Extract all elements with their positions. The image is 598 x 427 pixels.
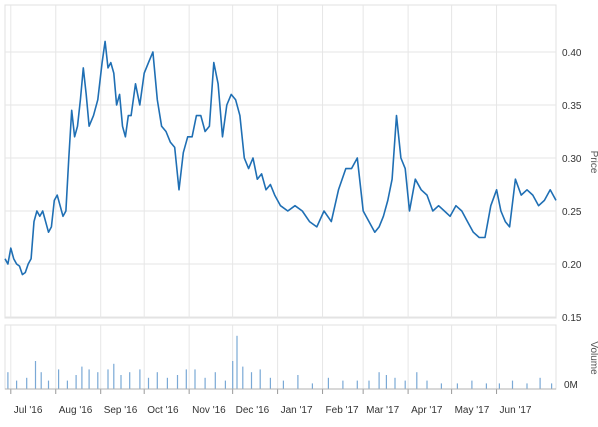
price-axis-title: Price bbox=[588, 151, 598, 174]
volume-bar bbox=[88, 369, 90, 389]
volume-bar bbox=[327, 377, 329, 389]
x-tick-label: Oct '16 bbox=[147, 405, 179, 416]
price-y-tick-label: 0.40 bbox=[562, 48, 582, 59]
volume-bar bbox=[113, 363, 115, 389]
price-y-tick-label: 0.35 bbox=[562, 101, 582, 112]
volume-bar bbox=[297, 375, 299, 389]
price-plot-frame bbox=[4, 4, 557, 319]
volume-bar bbox=[282, 380, 284, 389]
volume-bars bbox=[7, 335, 553, 389]
volume-bar bbox=[194, 369, 196, 389]
volume-bar bbox=[147, 377, 150, 389]
volume-bar bbox=[139, 369, 141, 389]
volume-plot-frame bbox=[4, 324, 557, 390]
volume-bar bbox=[34, 361, 37, 389]
volume-bar bbox=[511, 380, 514, 389]
volume-bar bbox=[236, 335, 238, 389]
volume-bar bbox=[356, 380, 358, 389]
x-tick-label: Sep '16 bbox=[104, 405, 138, 416]
price-y-tick-label: 0.20 bbox=[562, 260, 582, 271]
volume-bar bbox=[378, 372, 380, 389]
volume-bar bbox=[394, 377, 396, 389]
x-tick-label: Aug '16 bbox=[59, 405, 93, 416]
volume-y-tick-label: 0M bbox=[564, 380, 578, 391]
volume-bar bbox=[269, 377, 271, 389]
volume-bar bbox=[156, 372, 158, 389]
price-y-tick-label: 0.25 bbox=[562, 207, 582, 218]
price-y-tick-labels: 0.15 0.20 0.25 0.30 0.35 0.40 bbox=[562, 48, 582, 324]
volume-bar bbox=[97, 372, 99, 389]
volume-bar bbox=[526, 383, 528, 389]
volume-bar bbox=[426, 380, 428, 389]
volume-bar bbox=[232, 361, 234, 389]
volume-bar bbox=[224, 380, 226, 389]
x-tick-label: Jun '17 bbox=[500, 405, 532, 416]
x-tick-label: Mar '17 bbox=[366, 405, 399, 416]
volume-bar bbox=[107, 369, 109, 389]
volume-bar bbox=[66, 380, 68, 389]
volume-panel: 0M Volume bbox=[4, 324, 598, 391]
volume-bar bbox=[166, 377, 168, 389]
volume-bar bbox=[498, 383, 500, 389]
volume-bar bbox=[485, 383, 487, 389]
x-tick-label: Nov '16 bbox=[192, 405, 226, 416]
volume-bar bbox=[311, 383, 313, 389]
volume-bar bbox=[242, 366, 244, 389]
volume-bar bbox=[75, 375, 77, 389]
volume-bar bbox=[26, 377, 28, 389]
x-tick-label: Jul '16 bbox=[14, 405, 43, 416]
volume-bar bbox=[368, 380, 370, 389]
price-y-tick-label: 0.15 bbox=[562, 313, 582, 324]
volume-bar bbox=[58, 369, 60, 389]
volume-bar bbox=[204, 377, 206, 389]
volume-bar bbox=[471, 380, 473, 389]
x-tick-label: Feb '17 bbox=[326, 405, 359, 416]
volume-bar bbox=[259, 369, 261, 389]
volume-bar bbox=[440, 383, 442, 389]
x-tick-label: Jan '17 bbox=[281, 405, 313, 416]
price-gridlines bbox=[5, 5, 556, 318]
volume-bar bbox=[176, 375, 179, 389]
volume-bar bbox=[40, 372, 42, 389]
volume-bar bbox=[81, 366, 83, 389]
volume-gridlines bbox=[10, 325, 498, 389]
volume-bar bbox=[7, 372, 9, 389]
volume-bar bbox=[120, 375, 122, 389]
volume-bar bbox=[404, 380, 406, 389]
volume-bar bbox=[185, 369, 187, 389]
x-tick-label: Apr '17 bbox=[411, 405, 443, 416]
volume-bar bbox=[129, 372, 131, 389]
volume-bar bbox=[16, 380, 18, 389]
x-tick-label: May '17 bbox=[455, 405, 490, 416]
volume-bar bbox=[250, 372, 253, 389]
price-series-line bbox=[4, 40, 557, 276]
volume-bar bbox=[385, 375, 387, 389]
volume-bar bbox=[456, 383, 458, 389]
volume-bar bbox=[214, 372, 216, 389]
volume-bar bbox=[551, 383, 553, 389]
volume-axis-title: Volume bbox=[588, 341, 598, 375]
volume-bar bbox=[342, 380, 344, 389]
volume-bar bbox=[416, 372, 418, 389]
x-axis: Jul '16 Aug '16 Sep '16 Oct '16 Nov '16 Dec '… bbox=[5, 388, 556, 416]
price-panel: 0.15 0.20 0.25 0.30 0.35 0.40 Price bbox=[4, 4, 598, 324]
volume-bar bbox=[47, 380, 50, 389]
volume-bar bbox=[539, 377, 541, 389]
x-tick-label: Dec '16 bbox=[236, 405, 270, 416]
price-y-tick-label: 0.30 bbox=[562, 154, 582, 165]
